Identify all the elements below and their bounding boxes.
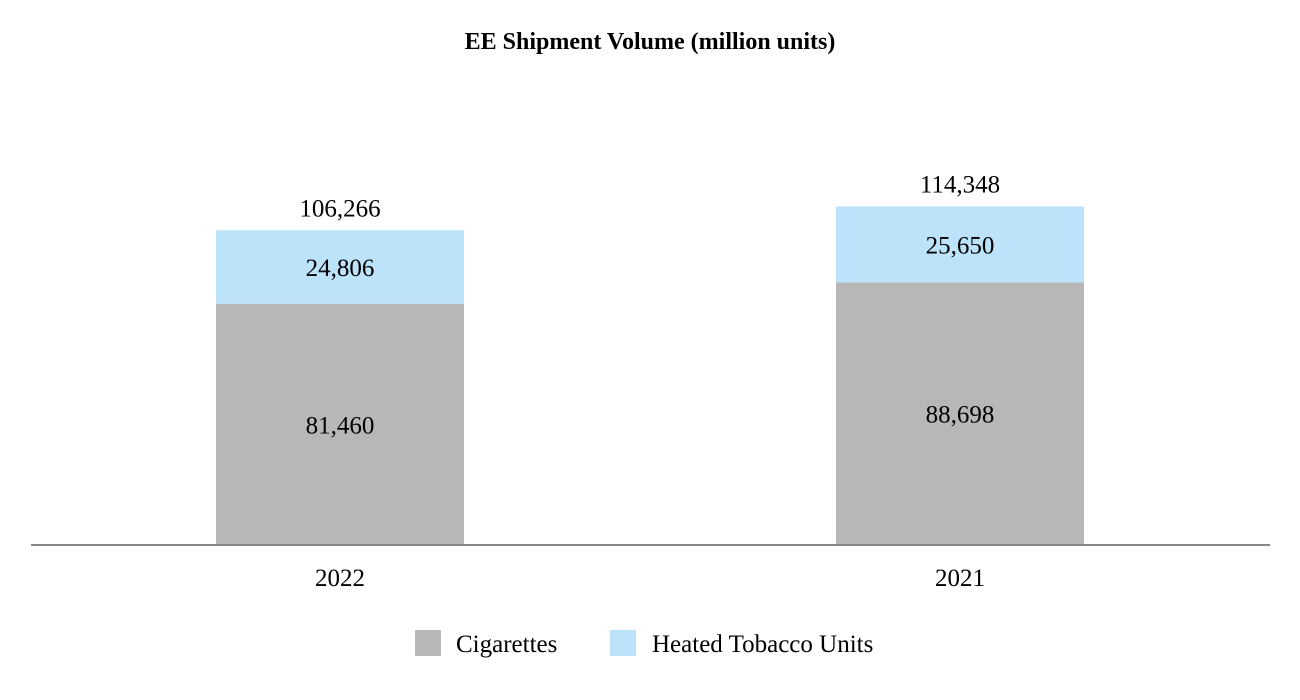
legend: Cigarettes Heated Tobacco Units [415,630,873,658]
bar-group: 81,460 24,806 106,266 88,698 25,650 114,348 [216,171,1084,545]
data-label-cigarettes-2022: 81,460 [306,412,375,439]
legend-label-cigarettes: Cigarettes [456,631,557,658]
x-tick-label-2021: 2021 [935,565,985,592]
chart-title: EE Shipment Volume (million units) [465,29,836,55]
x-tick-labels: 2022 2021 [315,565,985,592]
total-label-2022: 106,266 [299,195,380,222]
legend-swatch-cigarettes [415,630,441,656]
legend-swatch-heated-tobacco [610,630,636,656]
x-tick-label-2022: 2022 [315,565,365,592]
data-label-cigarettes-2021: 88,698 [926,402,995,429]
bar-cigarettes-2021 [836,282,1084,545]
data-label-heated-tobacco-2022: 24,806 [306,255,375,282]
bar-heated-tobacco-2022 [216,230,464,304]
total-label-2021: 114,348 [920,171,1000,198]
bar-cigarettes-2022 [216,303,464,545]
data-label-heated-tobacco-2021: 25,650 [926,232,995,259]
bar-heated-tobacco-2021 [836,206,1084,283]
legend-label-heated-tobacco: Heated Tobacco Units [652,631,873,658]
